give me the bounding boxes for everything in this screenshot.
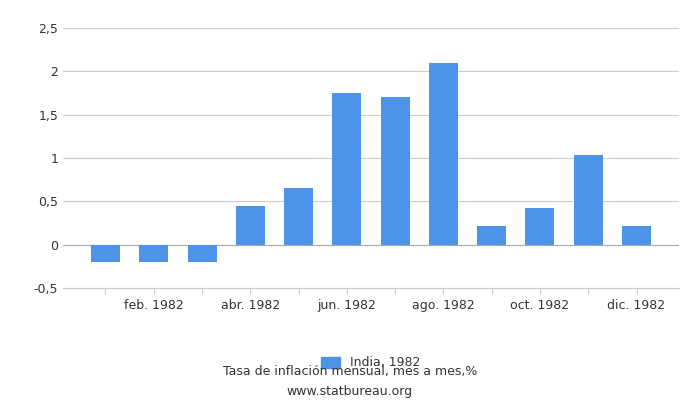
- Bar: [574, 155, 603, 245]
- Legend: India, 1982: India, 1982: [316, 352, 426, 374]
- Bar: [91, 245, 120, 262]
- Bar: [622, 226, 651, 245]
- Bar: [188, 245, 216, 262]
- Bar: [236, 206, 265, 245]
- Bar: [139, 245, 168, 262]
- Text: www.statbureau.org: www.statbureau.org: [287, 386, 413, 398]
- Bar: [429, 63, 458, 245]
- Bar: [381, 97, 409, 245]
- Text: Tasa de inflación mensual, mes a mes,%: Tasa de inflación mensual, mes a mes,%: [223, 366, 477, 378]
- Bar: [526, 208, 554, 245]
- Bar: [284, 188, 313, 245]
- Bar: [332, 93, 361, 245]
- Bar: [477, 226, 506, 245]
